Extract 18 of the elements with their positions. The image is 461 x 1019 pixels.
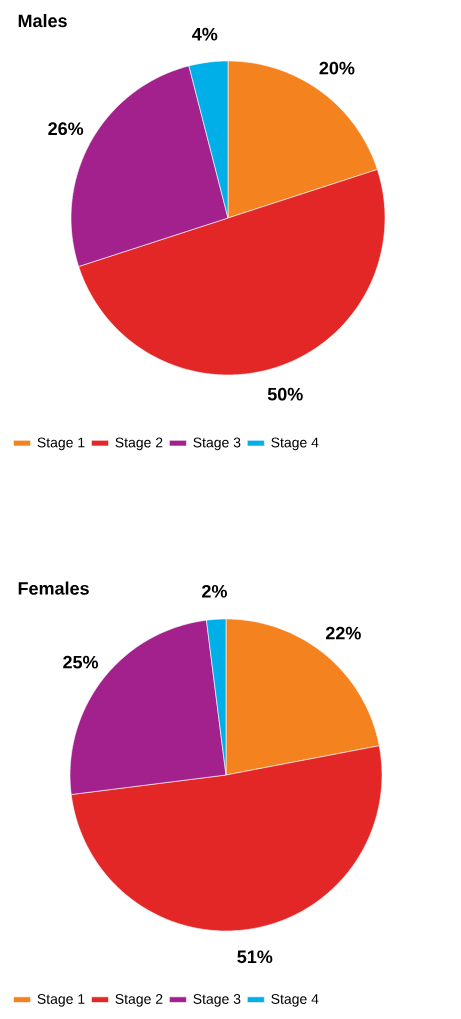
legend-label: Stage 2: [115, 994, 163, 1007]
legend-label: Stage 3: [193, 437, 241, 451]
chart-title: Females: [18, 581, 89, 595]
data-label: 22%: [325, 626, 361, 640]
chart-title: Males: [18, 14, 67, 28]
legend-label: Stage 2: [115, 437, 163, 451]
legend-label: Stage 4: [271, 994, 319, 1007]
data-label: 51%: [237, 950, 273, 964]
data-label: 25%: [63, 655, 99, 669]
legend-label: Stage 1: [37, 994, 85, 1007]
data-label: 50%: [267, 387, 303, 401]
legend-label: Stage 1: [37, 437, 85, 451]
data-label: 4%: [192, 27, 218, 41]
data-label: 26%: [48, 122, 84, 136]
data-label: 2%: [202, 584, 227, 598]
data-label: 20%: [319, 61, 355, 75]
legend-label: Stage 3: [193, 994, 241, 1007]
legend-label: Stage 4: [271, 437, 319, 451]
